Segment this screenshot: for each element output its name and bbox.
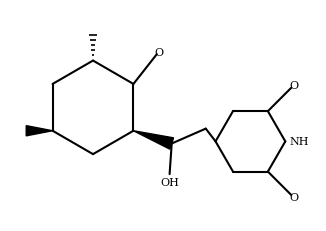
Text: NH: NH <box>289 137 309 147</box>
Polygon shape <box>133 131 174 149</box>
Text: OH: OH <box>160 177 179 187</box>
Text: O: O <box>289 81 298 91</box>
Text: O: O <box>154 47 163 57</box>
Text: O: O <box>289 192 298 202</box>
Polygon shape <box>26 126 52 136</box>
